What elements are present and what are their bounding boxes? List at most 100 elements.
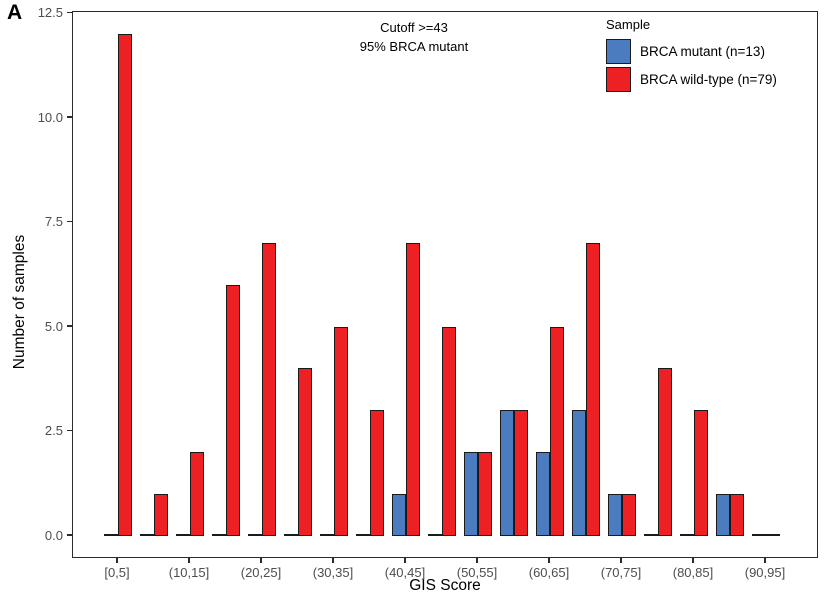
annotation-percent-line: 95% BRCA mutant xyxy=(359,39,469,54)
bars-area xyxy=(73,12,817,557)
y-tick-label: 2.5 xyxy=(44,423,63,438)
bar-brca-mutant-(85,90] xyxy=(716,493,730,536)
x-tick-mark xyxy=(476,558,478,563)
bar-brca-mutant-(50,55] xyxy=(464,451,478,536)
legend-item-brca-mutant: BRCA mutant (n=13) xyxy=(606,39,777,64)
bar-brca-wild-type-(55,60] xyxy=(514,410,528,536)
bar-brca-wild-type-(45,50] xyxy=(442,326,456,536)
bar-brca-wild-type-(90,95] xyxy=(766,533,780,536)
y-tick-label: 5.0 xyxy=(44,318,63,334)
x-tick-label: (90,95] xyxy=(744,565,786,580)
bar-group-(85,90] xyxy=(716,493,744,536)
bar-brca-mutant-(15,20] xyxy=(212,533,226,536)
annotation-cutoff-line: Cutoff >=43 xyxy=(380,20,448,35)
legend-key-brca-wild-type-swatch xyxy=(606,67,631,92)
bar-brca-mutant-(30,35] xyxy=(320,533,334,536)
legend-item-brca-wild-type: BRCA wild-type (n=79) xyxy=(606,67,777,92)
bar-group-(5,10] xyxy=(140,493,168,536)
bar-group-(20,25] xyxy=(248,242,276,536)
bar-brca-wild-type-(20,25] xyxy=(262,242,276,536)
y-tick-label: 0.0 xyxy=(44,527,63,543)
bar-brca-wild-type-(70,75] xyxy=(622,493,636,536)
panel-label: A xyxy=(7,1,23,24)
bar-group-(30,35] xyxy=(320,326,348,536)
legend-title: Sample xyxy=(606,17,651,32)
plot-panel: Cutoff >=43 95% BRCA mutant Sample BRCA … xyxy=(72,11,818,558)
bar-group-(25,30] xyxy=(284,368,312,536)
bar-group-(50,55] xyxy=(464,451,492,536)
y-tick-mark xyxy=(67,116,72,118)
y-tick-label: 7.5 xyxy=(44,214,63,229)
x-tick-mark xyxy=(332,558,334,563)
bar-brca-mutant-(90,95] xyxy=(752,533,766,536)
x-tick-label: (60,65] xyxy=(528,565,570,580)
bar-brca-wild-type-(35,40] xyxy=(370,410,384,536)
bar-brca-wild-type-[0,5] xyxy=(118,33,132,536)
y-tick-mark xyxy=(67,429,72,432)
bar-group-(65,70] xyxy=(572,242,600,536)
bar-brca-wild-type-(30,35] xyxy=(334,326,348,536)
bar-group-(90,95] xyxy=(752,533,780,536)
bar-brca-wild-type-(60,65] xyxy=(550,326,564,536)
bar-brca-wild-type-(40,45] xyxy=(406,242,420,536)
bar-group-(60,65] xyxy=(536,326,564,536)
x-tick-mark xyxy=(116,558,118,563)
legend-label-brca-wild-type: BRCA wild-type (n=79) xyxy=(640,72,777,87)
bar-brca-mutant-(55,60] xyxy=(500,410,514,536)
x-tick-mark xyxy=(764,558,766,563)
bar-group-(70,75] xyxy=(608,493,636,536)
x-tick-label: (80,85] xyxy=(672,565,714,580)
legend-key-brca-mutant-swatch xyxy=(606,39,631,64)
bar-brca-mutant-(10,15] xyxy=(176,533,190,536)
legend-label-brca-mutant: BRCA mutant (n=13) xyxy=(640,44,765,59)
bar-group-(55,60] xyxy=(500,410,528,536)
bar-brca-mutant-(75,80] xyxy=(644,533,658,536)
bar-group-(45,50] xyxy=(428,326,456,536)
bar-brca-wild-type-(15,20] xyxy=(226,284,240,536)
bar-brca-mutant-(40,45] xyxy=(392,493,406,536)
bar-brca-mutant-(45,50] xyxy=(428,533,442,536)
x-tick-mark xyxy=(620,558,622,563)
bar-group-(35,40] xyxy=(356,410,384,536)
bar-group-(40,45] xyxy=(392,242,420,536)
y-tick-label: 10.0 xyxy=(37,109,63,125)
y-tick-mark xyxy=(67,534,72,536)
bar-brca-wild-type-(65,70] xyxy=(586,242,600,536)
bar-brca-mutant-(60,65] xyxy=(536,451,550,536)
bar-brca-mutant-(70,75] xyxy=(608,493,622,536)
bar-brca-wild-type-(85,90] xyxy=(730,493,744,536)
bar-group-(10,15] xyxy=(176,451,204,536)
x-tick-mark xyxy=(692,558,694,563)
bar-group-[0,5] xyxy=(104,33,132,536)
y-tick-mark xyxy=(67,220,72,223)
y-tick-mark xyxy=(67,11,72,14)
x-tick-label: (20,25] xyxy=(240,565,282,580)
bar-brca-mutant-(5,10] xyxy=(140,533,154,536)
x-tick-mark xyxy=(188,558,190,563)
cutoff-annotation: Cutoff >=43 95% BRCA mutant xyxy=(324,18,504,56)
bar-brca-mutant-(20,25] xyxy=(248,533,262,536)
x-tick-label: (70,75] xyxy=(600,565,642,580)
bar-brca-mutant-(25,30] xyxy=(284,533,298,536)
bar-brca-mutant-(65,70] xyxy=(572,410,586,536)
bar-brca-mutant-(35,40] xyxy=(356,533,370,536)
legend: Sample BRCA mutant (n=13) BRCA wild-type… xyxy=(606,17,777,95)
x-tick-label: (30,35] xyxy=(312,565,354,580)
bar-brca-wild-type-(50,55] xyxy=(478,451,492,536)
bar-brca-wild-type-(75,80] xyxy=(658,368,672,536)
bar-brca-wild-type-(5,10] xyxy=(154,493,168,536)
y-tick-label: 12.5 xyxy=(37,5,63,20)
x-tick-mark xyxy=(260,558,262,563)
bar-brca-wild-type-(80,85] xyxy=(694,410,708,536)
bar-group-(15,20] xyxy=(212,284,240,536)
x-tick-label: (50,55] xyxy=(456,565,498,580)
x-tick-mark xyxy=(404,558,406,563)
x-axis-title: GIS Score xyxy=(409,577,481,594)
x-tick-mark xyxy=(548,558,550,563)
y-tick-mark xyxy=(67,325,72,327)
bar-brca-wild-type-(25,30] xyxy=(298,368,312,536)
y-axis-title: Number of samples xyxy=(11,234,28,370)
x-tick-label: [0,5] xyxy=(104,565,130,580)
bar-group-(80,85] xyxy=(680,410,708,536)
